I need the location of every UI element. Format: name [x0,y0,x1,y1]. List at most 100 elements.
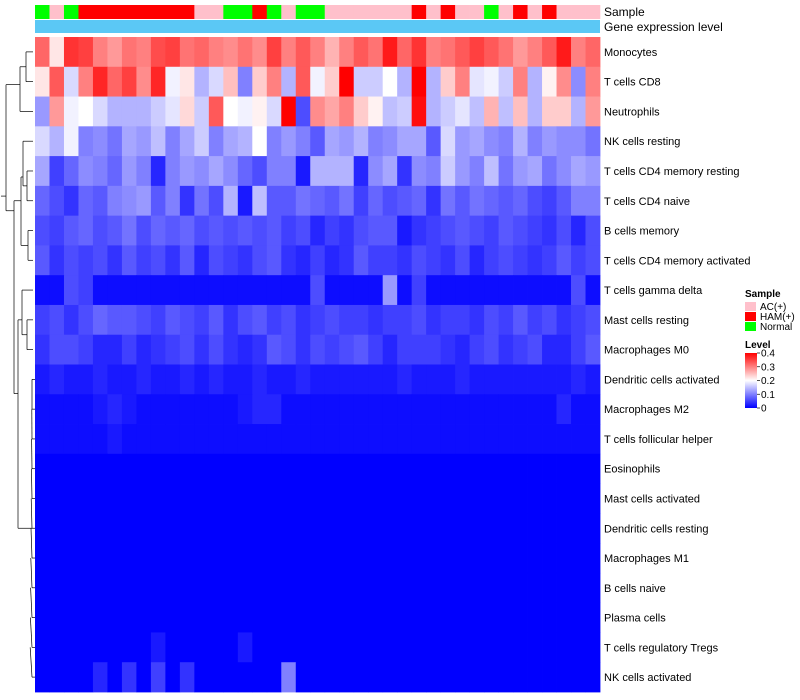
heatmap-cell [310,275,326,306]
heatmap-cell [252,394,268,425]
heatmap-cell [455,424,471,455]
row-label: B cells memory [604,226,680,238]
heatmap-cell [426,513,442,544]
heatmap-cell [324,572,340,604]
heatmap-cell [585,304,601,336]
heatmap-cell [281,215,297,246]
heatmap-cell [310,543,326,574]
heatmap-cell [63,662,79,693]
heatmap-cell [35,37,50,68]
heatmap-cell [353,483,369,514]
heatmap-cell [136,662,152,693]
heatmap-cell [353,602,369,633]
heatmap-cell [426,483,442,514]
heatmap-cell [585,453,601,484]
heatmap-cell [527,364,543,395]
heatmap-cell [469,215,485,246]
heatmap-cell [324,37,340,68]
heatmap-cell [281,572,297,604]
heatmap-cell [136,632,152,663]
heatmap-cell [498,602,514,633]
heatmap-cell [585,66,601,97]
heatmap-cell [324,424,340,455]
heatmap-cell [35,185,50,217]
heatmap-cell [353,543,369,574]
heatmap-cell [585,364,601,395]
sample-legend-swatch [745,312,756,321]
heatmap-cell [223,513,239,544]
heatmap-cell [498,513,514,544]
heatmap-cell [237,364,253,395]
heatmap-cell [194,66,210,97]
row-label: Dendritic cells activated [604,374,720,386]
heatmap-cell [571,364,586,395]
heatmap-cell [281,602,297,633]
heatmap-cell [397,96,413,127]
heatmap-cell [426,185,442,217]
heatmap-cell [513,424,528,455]
heatmap-cell [266,453,282,484]
heatmap-cell [484,483,499,514]
heatmap-cell [208,245,224,276]
heatmap-cell [556,96,572,127]
heatmap-cell [324,364,340,395]
heatmap-cell [281,96,297,127]
heatmap-cell [35,245,50,276]
heatmap-cell [208,185,224,217]
heatmap-cell [35,572,50,604]
heatmap-cell [571,662,586,693]
heatmap-cell [194,424,210,455]
heatmap-cell [498,483,514,514]
heatmap-cell [440,275,456,306]
heatmap-cell [136,215,152,246]
heatmap-cell [527,513,543,544]
heatmap-cell [136,364,152,395]
heatmap-cell [542,513,557,544]
row-label: Dendritic cells resting [604,523,709,535]
heatmap-cell [324,632,340,663]
heatmap-cell [165,185,181,217]
heatmap-cell [469,483,485,514]
heatmap-cell [397,513,413,544]
heatmap-cell [571,394,586,425]
sample-annotation-cell [49,5,65,19]
heatmap-cell [440,364,456,395]
heatmap-cell [237,632,253,663]
heatmap-cell [353,185,369,217]
heatmap-cell [397,275,413,306]
row-label: T cells CD4 memory activated [604,255,751,267]
heatmap-cell [571,245,586,276]
heatmap-cell [35,543,50,574]
heatmap-cell [266,424,282,455]
heatmap-cell [121,275,137,306]
heatmap-cell [63,245,79,276]
heatmap-cell [585,662,601,693]
heatmap-cell [266,543,282,574]
heatmap-cell [498,453,514,484]
heatmap-cell [368,275,384,306]
heatmap-cell [324,156,340,187]
heatmap-cell [49,424,65,455]
heatmap-cell [266,37,282,68]
heatmap-cell [223,394,239,425]
heatmap-cell [324,483,340,514]
heatmap-cell [542,37,557,68]
heatmap-cell [556,37,572,68]
heatmap-cell [49,126,65,157]
heatmap-cell [571,275,586,306]
heatmap-cell [513,37,528,68]
heatmap-cell [35,304,50,336]
heatmap-cell [455,275,471,306]
heatmap-cell [266,156,282,187]
heatmap-cell [295,602,311,633]
heatmap-cell [150,602,166,633]
sample-annotation-cell [266,5,282,19]
heatmap-cell [382,245,398,276]
heatmap-cell [368,572,384,604]
heatmap-cell [165,66,181,97]
heatmap-cell [295,632,311,663]
heatmap-cell [78,513,94,544]
heatmap-cell [252,96,268,127]
heatmap-cell [513,66,528,97]
heatmap-cell [281,275,297,306]
